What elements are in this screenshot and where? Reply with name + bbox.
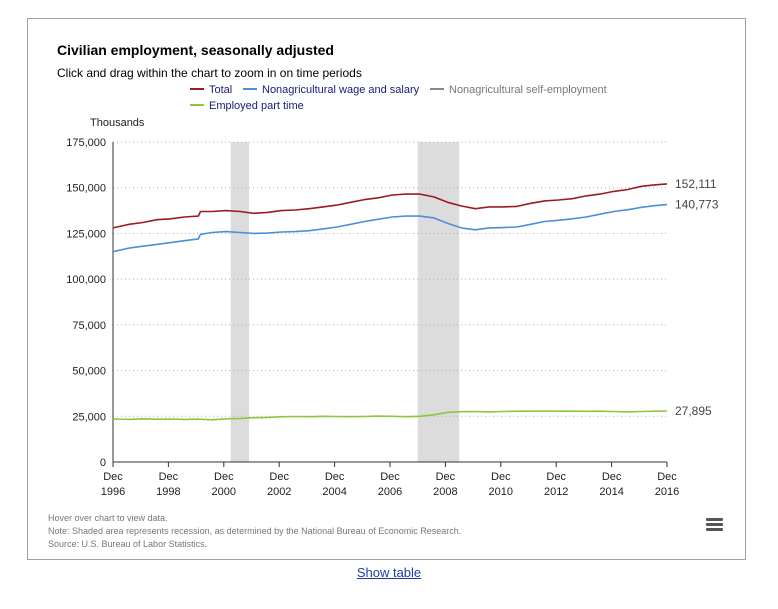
show-table-link[interactable]: Show table [356, 565, 422, 580]
series-line-total [112, 183, 668, 229]
chart-title: Civilian employment, seasonally adjusted [57, 42, 334, 58]
chart-subtitle: Click and drag within the chart to zoom … [57, 66, 362, 80]
x-tick-label-year: 2004 [322, 486, 346, 498]
hover-note: Hover over chart to view data. [48, 513, 168, 523]
chart-container [27, 18, 746, 560]
x-tick-label-year: 1998 [156, 486, 180, 498]
legend-item-part-time[interactable]: Employed part time [190, 99, 304, 113]
x-tick-label-year: 2008 [433, 486, 457, 498]
x-tick-label-month: Dec [602, 471, 622, 483]
legend-label-wage-salary: Nonagricultural wage and salary [262, 84, 420, 96]
x-tick-label-month: Dec [103, 471, 123, 483]
recession-note: Note: Shaded area represents recession, … [48, 526, 462, 536]
source-note: Source: U.S. Bureau of Labor Statistics. [48, 539, 208, 549]
y-tick-label: 175,000 [66, 137, 106, 149]
x-tick-label-month: Dec [491, 471, 511, 483]
x-tick-label-year: 2012 [544, 486, 568, 498]
legend-label-total: Total [209, 84, 233, 96]
x-tick-label-month: Dec [546, 471, 566, 483]
hamburger-menu-icon[interactable] [706, 518, 723, 532]
y-tick-label: 75,000 [72, 320, 106, 332]
x-tick-label-year: 2006 [378, 486, 402, 498]
legend-label-part-time: Employed part time [209, 100, 304, 112]
y-tick-label: 150,000 [66, 183, 106, 195]
x-tick-label-month: Dec [214, 471, 234, 483]
x-tick-label-month: Dec [269, 471, 289, 483]
chart-notes: Hover over chart to view data. Note: Sha… [48, 512, 461, 551]
y-tick-label: 125,000 [66, 228, 106, 240]
series-end-label-nonagricultural-wage-and-salary: 140,773 [675, 198, 719, 212]
legend-swatch-wage-salary [243, 88, 257, 91]
legend-item-wage-salary[interactable]: Nonagricultural wage and salary [243, 83, 419, 97]
y-tick-label: 25,000 [72, 411, 106, 423]
legend-label-self-employment: Nonagricultural self-employment [449, 84, 607, 96]
x-tick-label-year: 2010 [489, 486, 513, 498]
legend-swatch-total [190, 88, 204, 91]
x-tick-label-year: 2000 [212, 486, 236, 498]
series-end-label-employed-part-time: 27,895 [675, 404, 712, 418]
series-end-label-total: 152,111 [675, 177, 717, 191]
x-tick-label-month: Dec [325, 471, 345, 483]
legend-swatch-self-employment [430, 88, 444, 91]
x-tick-label-year: 2016 [655, 486, 679, 498]
legend-item-self-employment[interactable]: Nonagricultural self-employment [430, 83, 607, 97]
recession-band-1 [230, 142, 250, 462]
y-tick-label: 0 [100, 457, 106, 469]
legend-swatch-part-time [190, 104, 204, 107]
x-tick-label-month: Dec [159, 471, 179, 483]
legend-item-total[interactable]: Total [190, 83, 232, 97]
series-line-employed-part-time [112, 410, 668, 421]
x-tick-label-year: 2014 [599, 486, 623, 498]
series-line-nonagricultural-wage-and-salary [112, 203, 668, 253]
y-axis-title: Thousands [90, 117, 145, 129]
x-tick-label-year: 1996 [101, 486, 125, 498]
x-tick-label-month: Dec [436, 471, 456, 483]
show-table-container: Show table [0, 565, 778, 580]
x-tick-label-month: Dec [657, 471, 677, 483]
x-tick-label-month: Dec [380, 471, 400, 483]
y-tick-label: 100,000 [66, 274, 106, 286]
x-tick-label-year: 2002 [267, 486, 291, 498]
y-tick-label: 50,000 [72, 366, 106, 378]
